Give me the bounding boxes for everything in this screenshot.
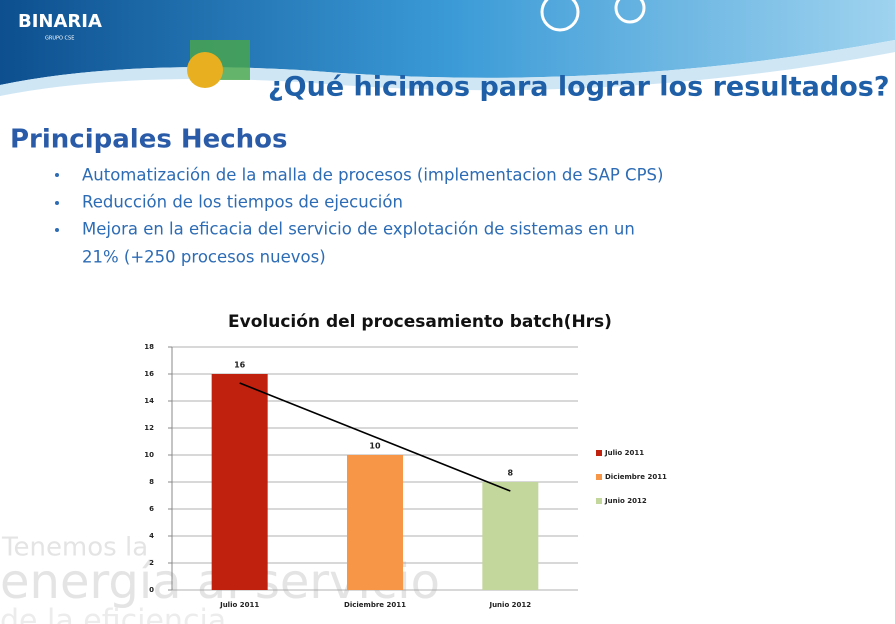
- x-tick-label: Julio 2011: [219, 601, 259, 609]
- y-tick-label: 6: [149, 505, 154, 513]
- bullet-dot: [55, 201, 59, 205]
- y-tick-label: 12: [144, 424, 154, 432]
- bullet-dot: [55, 228, 59, 232]
- deco-circle: [614, 0, 646, 24]
- bullet: Reducción de los tiempos de ejecución: [82, 193, 403, 212]
- y-tick-label: 16: [144, 370, 154, 378]
- slide-title: ¿Qué hicimos para lograr los resultados?: [268, 72, 890, 103]
- bullet: 21% (+250 procesos nuevos): [82, 248, 326, 267]
- bar: [347, 455, 403, 590]
- deco-circle: [540, 0, 580, 32]
- y-tick-label: 0: [149, 586, 154, 594]
- legend-label: Junio 2012: [604, 497, 647, 505]
- data-label: 8: [508, 469, 514, 478]
- y-tick-label: 14: [144, 397, 154, 405]
- bullet-dot: [55, 173, 59, 177]
- logo: BINARIA: [18, 11, 102, 32]
- header-wave: [0, 40, 895, 96]
- legend-swatch: [596, 474, 602, 480]
- logo-subtitle: GRUPO CSE: [45, 36, 74, 42]
- bullet: Mejora en la eficacia del servicio de ex…: [82, 220, 635, 239]
- legend-swatch: [596, 498, 602, 504]
- legend-swatch: [596, 450, 602, 456]
- legend-label: Diciembre 2011: [605, 473, 667, 481]
- data-label: 16: [234, 361, 246, 370]
- x-tick-label: Diciembre 2011: [344, 601, 406, 609]
- data-label: 10: [369, 442, 381, 451]
- watermark: Tenemos la: [1, 533, 148, 563]
- x-tick-label: Junio 2012: [488, 601, 531, 609]
- y-tick-label: 8: [149, 478, 154, 486]
- y-tick-label: 18: [144, 343, 154, 351]
- bar: [482, 482, 539, 590]
- chart: 0 2 4 6 8 10 12 14 16 18 Julio 2011 16 Julio 2011 Dic…: [144, 343, 667, 609]
- y-tick-label: 2: [149, 559, 154, 567]
- section-title: Principales Hechos: [10, 125, 288, 155]
- trend-line: [239, 382, 511, 492]
- chart-title: Evolución del procesamiento batch(Hrs): [228, 312, 612, 332]
- y-tick-label: 10: [144, 451, 154, 459]
- deco-icon: [187, 52, 223, 88]
- legend-label: Julio 2011: [604, 449, 644, 457]
- y-tick-label: 4: [149, 532, 154, 540]
- bullet: Automatización de la malla de procesos (…: [82, 166, 663, 185]
- bar: [211, 374, 268, 590]
- watermark: de la eficiencia: [0, 604, 226, 624]
